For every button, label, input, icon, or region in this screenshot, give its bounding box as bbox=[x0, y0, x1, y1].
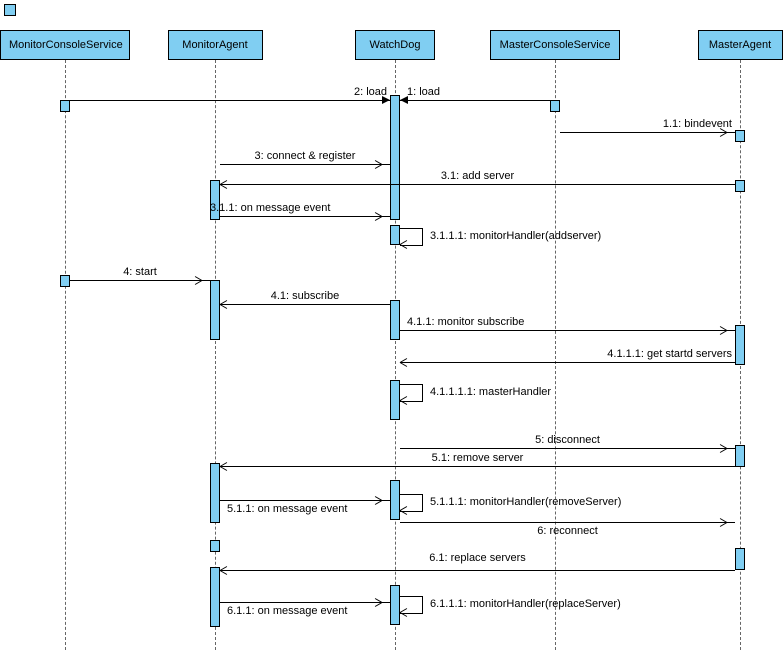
message-label-4: 3.1: add server bbox=[441, 170, 514, 182]
activation-wd-7 bbox=[390, 95, 400, 220]
participant-wd: WatchDog bbox=[355, 30, 435, 60]
activation-wd-9 bbox=[390, 300, 400, 340]
message-line-12 bbox=[400, 448, 735, 449]
message-label-1: 1: load bbox=[407, 86, 440, 98]
activation-mag-15 bbox=[735, 180, 745, 192]
activation-ma-6 bbox=[210, 567, 220, 627]
message-label-15: 5.1.1.1: monitorHandler(removeServer) bbox=[430, 496, 621, 508]
message-line-9 bbox=[400, 330, 735, 331]
self-message-11 bbox=[400, 384, 423, 402]
message-label-9: 4.1.1: monitor subscribe bbox=[407, 316, 524, 328]
activation-wd-11 bbox=[390, 480, 400, 520]
participant-mcs2: MasterConsoleService bbox=[490, 30, 620, 60]
message-label-13: 5.1: remove server bbox=[432, 452, 524, 464]
message-label-11: 4.1.1.1.1: masterHandler bbox=[430, 386, 551, 398]
message-line-0 bbox=[70, 100, 390, 101]
message-line-4 bbox=[220, 184, 735, 185]
sequence-diagram: MonitorConsoleService MonitorAgent WatchDo… bbox=[0, 0, 784, 654]
lifeline-ma bbox=[215, 60, 216, 650]
lifeline-mcs2 bbox=[555, 60, 556, 650]
diagram-corner bbox=[4, 4, 16, 16]
message-line-16 bbox=[400, 522, 735, 523]
activation-mag-14 bbox=[735, 130, 745, 142]
message-line-5 bbox=[220, 216, 390, 217]
activation-mcs-1 bbox=[60, 275, 70, 287]
message-line-17 bbox=[220, 570, 735, 571]
activation-ma-2 bbox=[210, 180, 220, 220]
participant-mag: MasterAgent bbox=[698, 30, 783, 60]
message-label-12: 5: disconnect bbox=[535, 434, 600, 446]
message-line-14 bbox=[220, 500, 390, 501]
activation-mcs2-13 bbox=[550, 100, 560, 112]
message-line-7 bbox=[70, 280, 210, 281]
activation-wd-12 bbox=[390, 585, 400, 625]
activation-mag-18 bbox=[735, 548, 745, 570]
message-label-16: 6: reconnect bbox=[537, 525, 598, 537]
activation-mag-17 bbox=[735, 445, 745, 467]
message-label-19: 6.1.1.1: monitorHandler(replaceServer) bbox=[430, 598, 621, 610]
message-label-10: 4.1.1.1: get startd servers bbox=[607, 348, 732, 360]
message-label-6: 3.1.1.1: monitorHandler(addserver) bbox=[430, 230, 601, 242]
message-label-17: 6.1: replace servers bbox=[429, 552, 526, 564]
message-label-3: 3: connect & register bbox=[255, 150, 356, 162]
message-line-3 bbox=[220, 164, 390, 165]
message-line-10 bbox=[400, 362, 735, 363]
activation-ma-3 bbox=[210, 280, 220, 340]
message-label-14: 5.1.1: on message event bbox=[227, 503, 347, 515]
message-label-7: 4: start bbox=[123, 266, 157, 278]
message-line-18 bbox=[220, 602, 390, 603]
self-message-6 bbox=[400, 228, 423, 246]
message-label-2: 1.1: bindevent bbox=[663, 118, 732, 130]
self-message-19 bbox=[400, 596, 423, 614]
activation-ma-4 bbox=[210, 463, 220, 523]
activation-wd-10 bbox=[390, 380, 400, 420]
activation-mag-16 bbox=[735, 325, 745, 365]
message-line-2 bbox=[560, 132, 735, 133]
activation-mcs-0 bbox=[60, 100, 70, 112]
participant-ma: MonitorAgent bbox=[168, 30, 263, 60]
activation-ma-5 bbox=[210, 540, 220, 552]
self-message-15 bbox=[400, 494, 423, 512]
message-label-0: 2: load bbox=[354, 86, 387, 98]
activation-wd-8 bbox=[390, 225, 400, 245]
message-label-8: 4.1: subscribe bbox=[271, 290, 339, 302]
message-line-8 bbox=[220, 304, 390, 305]
lifeline-mcs bbox=[65, 60, 66, 650]
message-label-18: 6.1.1: on message event bbox=[227, 605, 347, 617]
message-line-13 bbox=[220, 466, 735, 467]
message-line-1 bbox=[400, 100, 550, 101]
message-label-5: 3.1.1: on message event bbox=[210, 202, 330, 214]
participant-mcs: MonitorConsoleService bbox=[0, 30, 130, 60]
